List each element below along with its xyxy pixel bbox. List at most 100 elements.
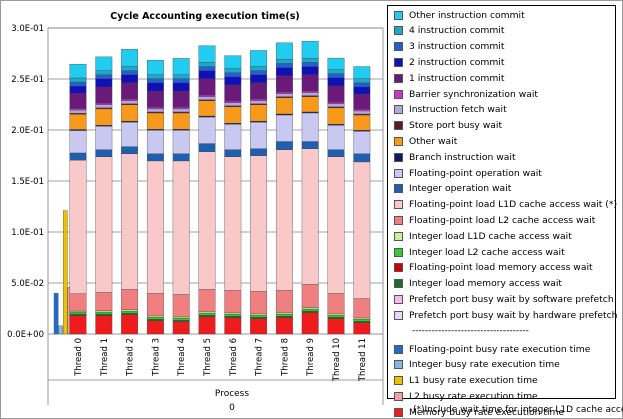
legend-swatch bbox=[394, 26, 403, 36]
bar-segment bbox=[198, 116, 216, 144]
bar-segment bbox=[301, 284, 319, 308]
bar-segment bbox=[69, 64, 87, 79]
bar-segment bbox=[353, 317, 371, 320]
legend-swatch bbox=[394, 263, 403, 273]
bar-segment bbox=[121, 314, 139, 335]
legend-item: Store port busy wait bbox=[394, 120, 502, 132]
bar-segment bbox=[69, 293, 87, 312]
bar-segment bbox=[95, 74, 113, 79]
legend-label: Branch instruction wait bbox=[409, 151, 516, 163]
legend-swatch bbox=[394, 168, 403, 178]
bar-segment bbox=[224, 124, 242, 150]
bar-segment bbox=[224, 84, 242, 102]
bar-segment bbox=[121, 49, 139, 67]
bar-segment bbox=[224, 315, 242, 318]
x-axis-ticks: Thread 0 Thread 1 Thread 2 Thread 3 Thread 4… bbox=[47, 334, 384, 405]
bar-segment bbox=[146, 293, 164, 317]
legend-label: Prefetch port busy wait by software pref… bbox=[409, 293, 614, 305]
bar-segment bbox=[301, 66, 319, 75]
bar-segment bbox=[353, 109, 371, 112]
bar-segment bbox=[224, 106, 242, 124]
y-tick-label: 1.0E-01 bbox=[11, 228, 44, 238]
bar-segment bbox=[250, 148, 268, 156]
bar-segment bbox=[172, 153, 190, 162]
bar-segment bbox=[69, 108, 87, 111]
legend-item: Integer busy rate execution time bbox=[394, 359, 560, 371]
x-tick-label: Thread 2 bbox=[126, 338, 136, 377]
bar-segment bbox=[301, 148, 319, 285]
bar-segment bbox=[224, 290, 242, 314]
bar-segment bbox=[353, 322, 371, 335]
bar-segment bbox=[95, 149, 113, 158]
bar-segment bbox=[172, 294, 190, 318]
x-tick-label: Thread 6 bbox=[229, 338, 239, 377]
bar-segment bbox=[198, 96, 216, 100]
legend-item: Integer load memory access wait bbox=[394, 278, 562, 290]
bar-segment bbox=[275, 97, 293, 115]
bar-segment bbox=[69, 114, 87, 130]
bar-segment bbox=[69, 315, 87, 335]
legend-item: Integer load L1D cache access wait bbox=[394, 230, 572, 242]
bar-segment bbox=[353, 82, 371, 88]
bar-segment bbox=[172, 108, 190, 113]
y-tick-label: 0.0E+00 bbox=[7, 330, 44, 340]
legend-item: Prefetch port busy wait by software pref… bbox=[394, 293, 614, 305]
bar-segment bbox=[327, 318, 345, 335]
x-tick-label: Thread 3 bbox=[151, 338, 161, 377]
legend-item: Memory busy rate execution time bbox=[394, 406, 564, 418]
thread-bar-stack bbox=[224, 55, 242, 335]
bar-segment bbox=[198, 45, 216, 63]
bar-segment bbox=[95, 103, 113, 105]
bar-segment bbox=[172, 160, 190, 295]
bar-segment bbox=[198, 78, 216, 96]
x-tick-label: Thread 0 bbox=[74, 338, 84, 377]
legend-swatch bbox=[394, 231, 403, 241]
bar-segment bbox=[172, 320, 190, 322]
bar-segment bbox=[198, 100, 216, 117]
bar-segment bbox=[198, 316, 216, 335]
bar-segment bbox=[146, 108, 164, 113]
bar-segment bbox=[69, 109, 87, 114]
legend-label: Integer operation wait bbox=[409, 183, 512, 195]
bar-segment bbox=[275, 149, 293, 291]
x-tick-label: Thread 5 bbox=[203, 338, 213, 377]
bar-segment bbox=[95, 70, 113, 75]
thread-bar-stack bbox=[172, 58, 190, 335]
bar-segment bbox=[250, 82, 268, 100]
legend-swatch bbox=[394, 121, 403, 131]
bar-segment bbox=[250, 313, 268, 316]
bar-segment bbox=[301, 96, 319, 113]
bar-segment bbox=[69, 81, 87, 87]
legend-item: Floating-point load L2 cache access wait bbox=[394, 214, 595, 226]
legend-item: Integer operation wait bbox=[394, 183, 511, 195]
thread-bar-stack bbox=[275, 42, 293, 335]
bar-segment bbox=[121, 66, 139, 71]
bar-segment bbox=[353, 298, 371, 319]
bar-segment bbox=[327, 107, 345, 125]
bar-segment bbox=[250, 291, 268, 315]
legend-label: Integer busy rate execution time bbox=[409, 359, 560, 371]
legend-label: 3 instruction commit bbox=[409, 41, 505, 53]
bar-segment bbox=[172, 107, 190, 110]
legend-label: Integer load L1D cache access wait bbox=[409, 230, 572, 242]
legend-label: L2 busy rate execution time bbox=[409, 390, 538, 402]
legend-item: L1 busy rate execution time bbox=[394, 375, 538, 387]
legend-item: Floating-point busy rate execution time bbox=[394, 343, 590, 355]
bar-segment bbox=[146, 107, 164, 110]
bar-segment bbox=[172, 112, 190, 130]
bar-segment bbox=[121, 310, 139, 314]
bar-segment bbox=[301, 62, 319, 67]
legend-item: Floating-point load memory access wait bbox=[394, 262, 593, 274]
bar-segment bbox=[121, 289, 139, 311]
bar-segment bbox=[301, 112, 319, 142]
legend-item: Integer load L2 cache access wait bbox=[394, 246, 565, 258]
bar-segment bbox=[121, 309, 139, 312]
bar-segment bbox=[301, 141, 319, 149]
bar-segment bbox=[198, 66, 216, 71]
bar-segment bbox=[69, 152, 87, 161]
bar-segment bbox=[121, 104, 139, 122]
bar-segment bbox=[69, 77, 87, 83]
legend-item: Other instruction commit bbox=[394, 9, 525, 21]
bar-segment bbox=[353, 153, 371, 163]
x-axis-label: Process bbox=[215, 389, 249, 399]
